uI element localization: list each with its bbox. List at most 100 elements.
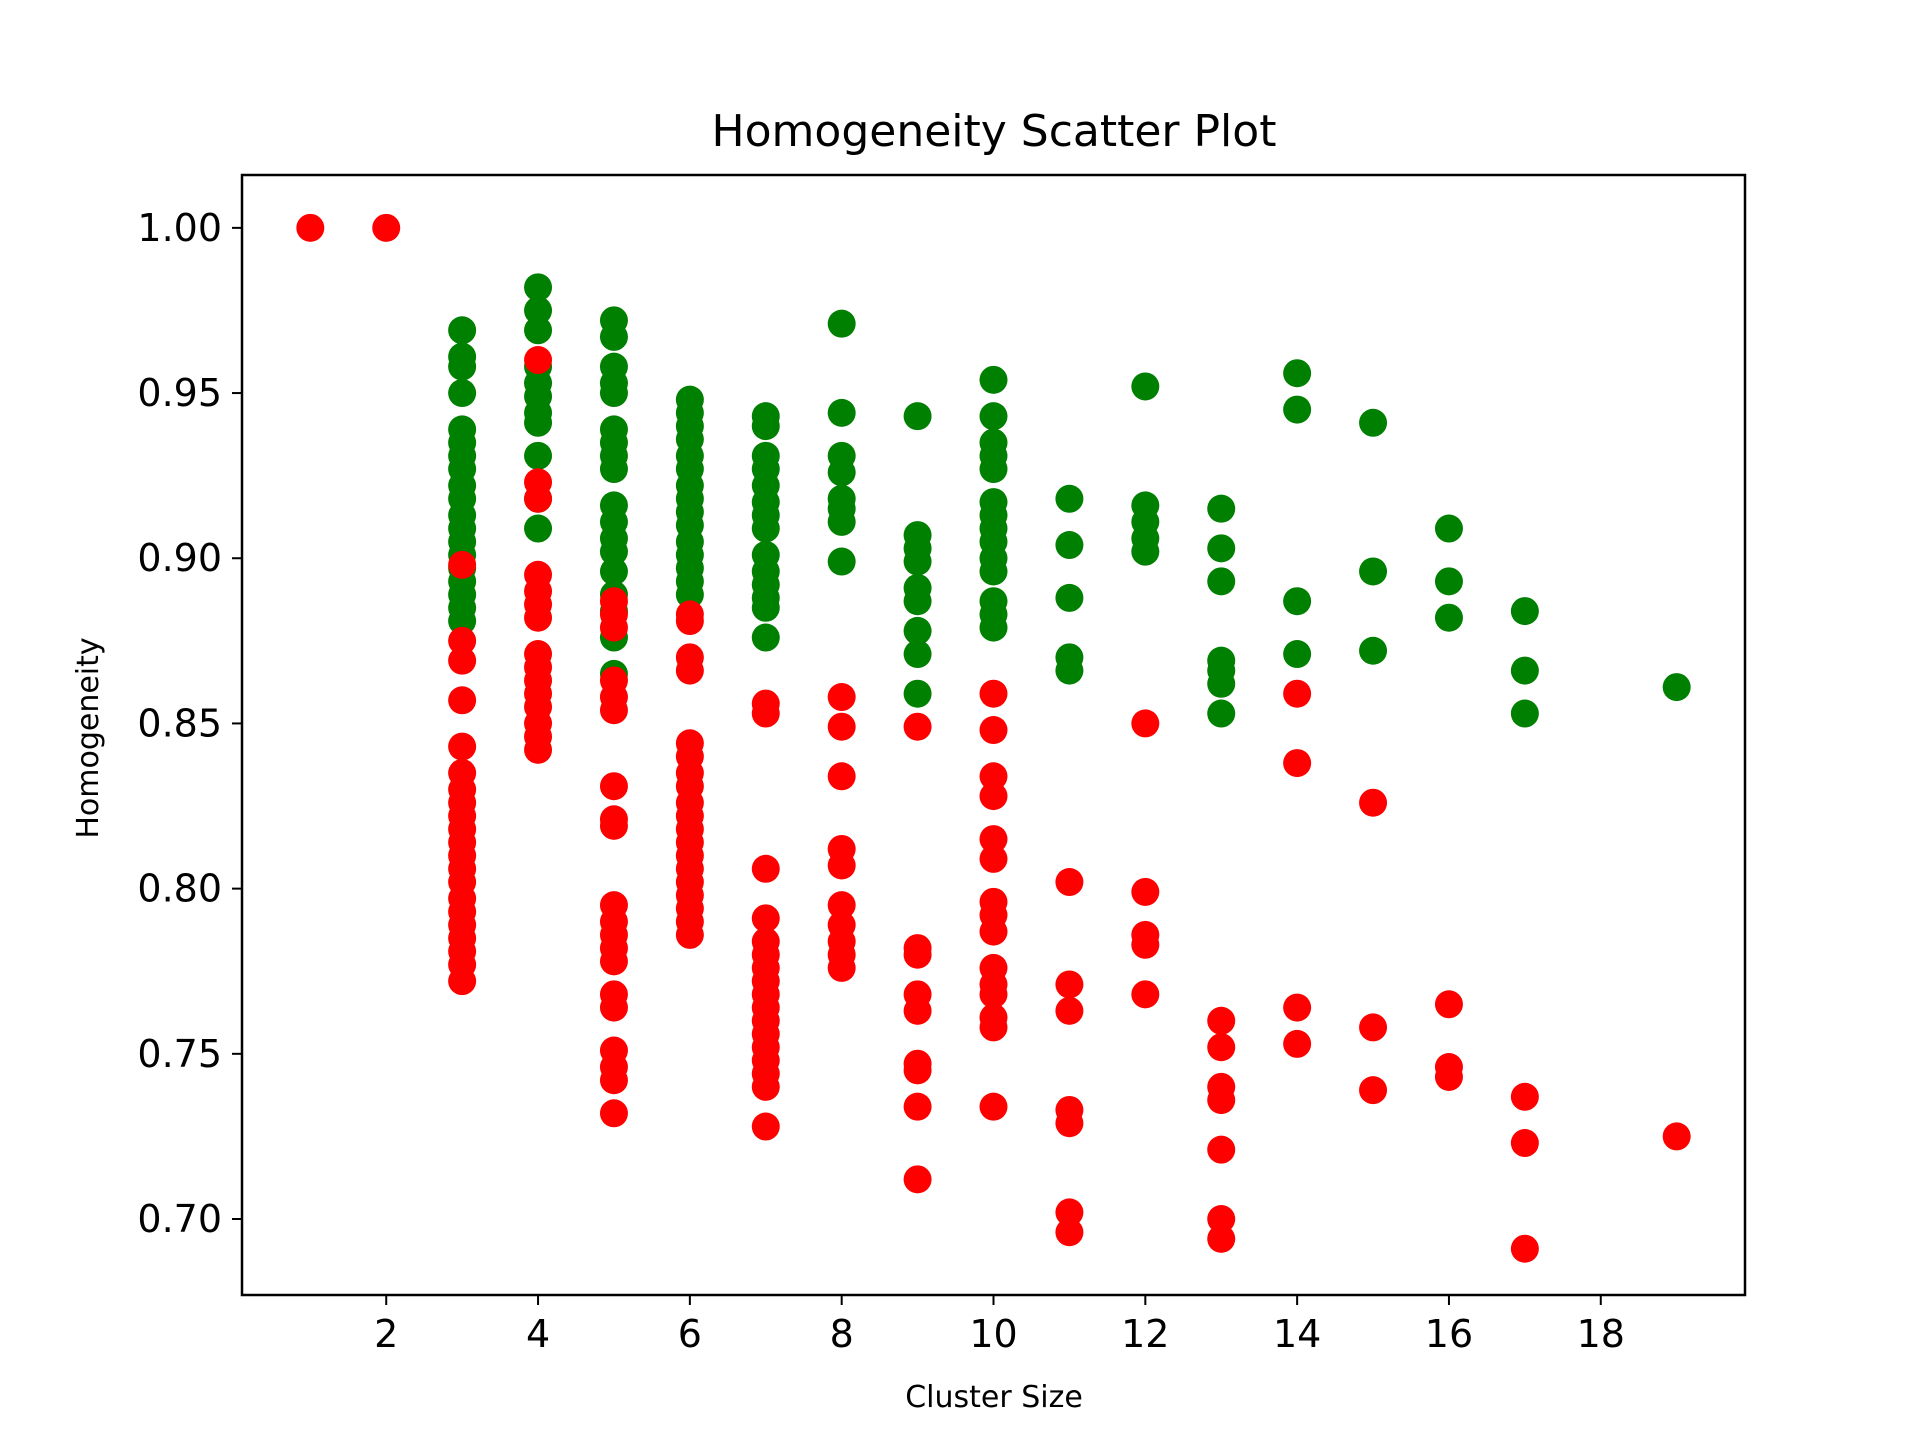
- y-tick-label: 0.95: [137, 371, 222, 415]
- data-point: [1510, 699, 1539, 728]
- data-point: [599, 557, 628, 586]
- data-point: [903, 616, 932, 645]
- data-point: [1055, 1198, 1084, 1227]
- data-point: [675, 580, 704, 609]
- data-point: [979, 782, 1008, 811]
- x-tick-label: 2: [374, 1312, 398, 1356]
- data-point: [979, 613, 1008, 642]
- y-axis: 0.70 0.75 0.80 0.85 0.90 0.95 1.00: [137, 206, 242, 1241]
- data-point: [1055, 531, 1084, 560]
- data-point: [448, 607, 477, 636]
- x-tick-label: 4: [526, 1312, 550, 1356]
- data-point: [524, 408, 553, 437]
- data-point: [524, 484, 553, 513]
- data-point: [1207, 1006, 1236, 1035]
- series-1: [296, 213, 1691, 1263]
- data-point: [448, 686, 477, 715]
- data-point: [599, 772, 628, 801]
- data-point: [1207, 567, 1236, 596]
- data-point: [1207, 494, 1236, 523]
- data-point: [1055, 1109, 1084, 1138]
- data-point: [448, 550, 477, 579]
- y-tick-label: 0.80: [137, 867, 222, 911]
- x-tick-label: 10: [969, 1312, 1017, 1356]
- data-point: [1055, 996, 1084, 1025]
- data-point: [1131, 980, 1160, 1009]
- data-point: [448, 316, 477, 345]
- data-point: [1359, 1013, 1388, 1042]
- data-point: [1662, 673, 1691, 702]
- data-point: [599, 537, 628, 566]
- data-point: [751, 1112, 780, 1141]
- data-point: [1055, 1218, 1084, 1247]
- data-point: [751, 593, 780, 622]
- x-tick-label: 16: [1425, 1312, 1473, 1356]
- data-point: [599, 613, 628, 642]
- data-point: [979, 402, 1008, 431]
- data-point: [827, 851, 856, 880]
- data-point: [979, 762, 1008, 791]
- data-point: [448, 352, 477, 381]
- data-point: [903, 587, 932, 616]
- data-point: [827, 953, 856, 982]
- data-point: [903, 712, 932, 741]
- data-point: [903, 547, 932, 576]
- data-point: [1510, 656, 1539, 685]
- data-point: [1207, 1205, 1236, 1234]
- data-point: [1283, 395, 1312, 424]
- data-point: [1131, 709, 1160, 738]
- data-point: [979, 679, 1008, 708]
- data-point: [296, 213, 325, 242]
- data-point: [1055, 868, 1084, 897]
- data-point: [599, 455, 628, 484]
- data-point: [1359, 557, 1388, 586]
- x-tick-label: 12: [1121, 1312, 1169, 1356]
- data-point: [979, 980, 1008, 1009]
- data-point: [903, 1056, 932, 1085]
- data-point: [1055, 656, 1084, 685]
- data-point: [1283, 1029, 1312, 1058]
- data-point: [979, 716, 1008, 745]
- chart-title: Homogeneity Scatter Plot: [712, 106, 1277, 157]
- data-point: [448, 732, 477, 761]
- data-point: [1434, 1062, 1463, 1091]
- y-tick-label: 0.75: [137, 1032, 222, 1076]
- data-point: [448, 379, 477, 408]
- data-point: [1283, 640, 1312, 669]
- y-axis-label: Homogeneity: [71, 637, 106, 838]
- data-point: [827, 398, 856, 427]
- data-point: [675, 656, 704, 685]
- data-point: [751, 623, 780, 652]
- data-point: [1283, 679, 1312, 708]
- data-point: [827, 683, 856, 712]
- data-point: [599, 947, 628, 976]
- x-tick-label: 18: [1577, 1312, 1625, 1356]
- y-tick-label: 0.70: [137, 1197, 222, 1241]
- data-point: [827, 547, 856, 576]
- data-point: [751, 1072, 780, 1101]
- x-axis-label: Cluster Size: [905, 1380, 1083, 1415]
- data-point: [599, 811, 628, 840]
- data-point: [524, 346, 553, 375]
- data-point: [827, 891, 856, 920]
- data-point: [1207, 669, 1236, 698]
- data-point: [1207, 534, 1236, 563]
- data-point: [448, 646, 477, 675]
- data-point: [979, 1013, 1008, 1042]
- data-point: [524, 514, 553, 543]
- data-point: [827, 762, 856, 791]
- data-point: [1283, 587, 1312, 616]
- data-point: [903, 996, 932, 1025]
- data-point: [599, 379, 628, 408]
- data-point: [524, 735, 553, 764]
- data-point: [1131, 372, 1160, 401]
- data-point: [524, 316, 553, 345]
- data-point: [903, 1092, 932, 1121]
- data-point: [751, 904, 780, 933]
- data-point: [827, 309, 856, 338]
- data-point: [827, 712, 856, 741]
- data-point: [599, 1099, 628, 1128]
- data-point: [1131, 877, 1160, 906]
